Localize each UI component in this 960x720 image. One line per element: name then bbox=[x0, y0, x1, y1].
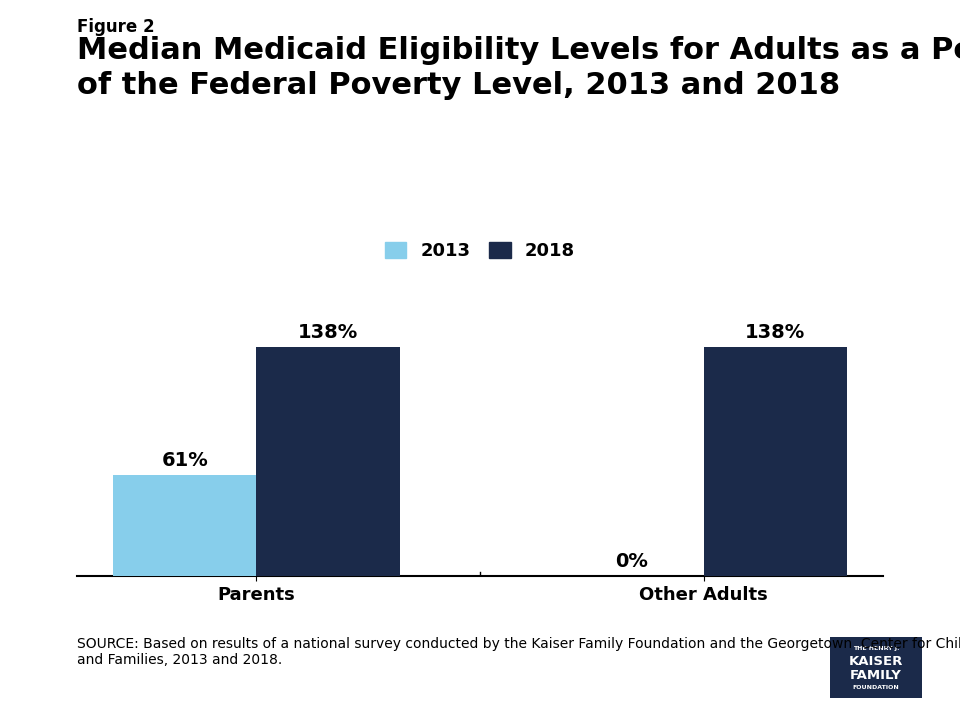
Text: 61%: 61% bbox=[161, 451, 208, 470]
Text: FAMILY: FAMILY bbox=[850, 669, 902, 682]
Legend: 2013, 2018: 2013, 2018 bbox=[377, 235, 583, 268]
Text: SOURCE: Based on results of a national survey conducted by the Kaiser Family Fou: SOURCE: Based on results of a national s… bbox=[77, 637, 960, 667]
Text: THE HENRY J.: THE HENRY J. bbox=[852, 646, 900, 651]
Bar bbox=[704, 347, 847, 576]
Bar bbox=[113, 475, 256, 576]
Text: 138%: 138% bbox=[745, 323, 805, 342]
Text: KAISER: KAISER bbox=[849, 655, 903, 668]
Bar bbox=[256, 347, 399, 576]
Text: Figure 2: Figure 2 bbox=[77, 18, 155, 36]
Text: 0%: 0% bbox=[615, 552, 648, 571]
Text: Median Medicaid Eligibility Levels for Adults as a Percent
of the Federal Povert: Median Medicaid Eligibility Levels for A… bbox=[77, 36, 960, 100]
Text: 138%: 138% bbox=[298, 323, 358, 342]
Text: FOUNDATION: FOUNDATION bbox=[852, 685, 900, 690]
